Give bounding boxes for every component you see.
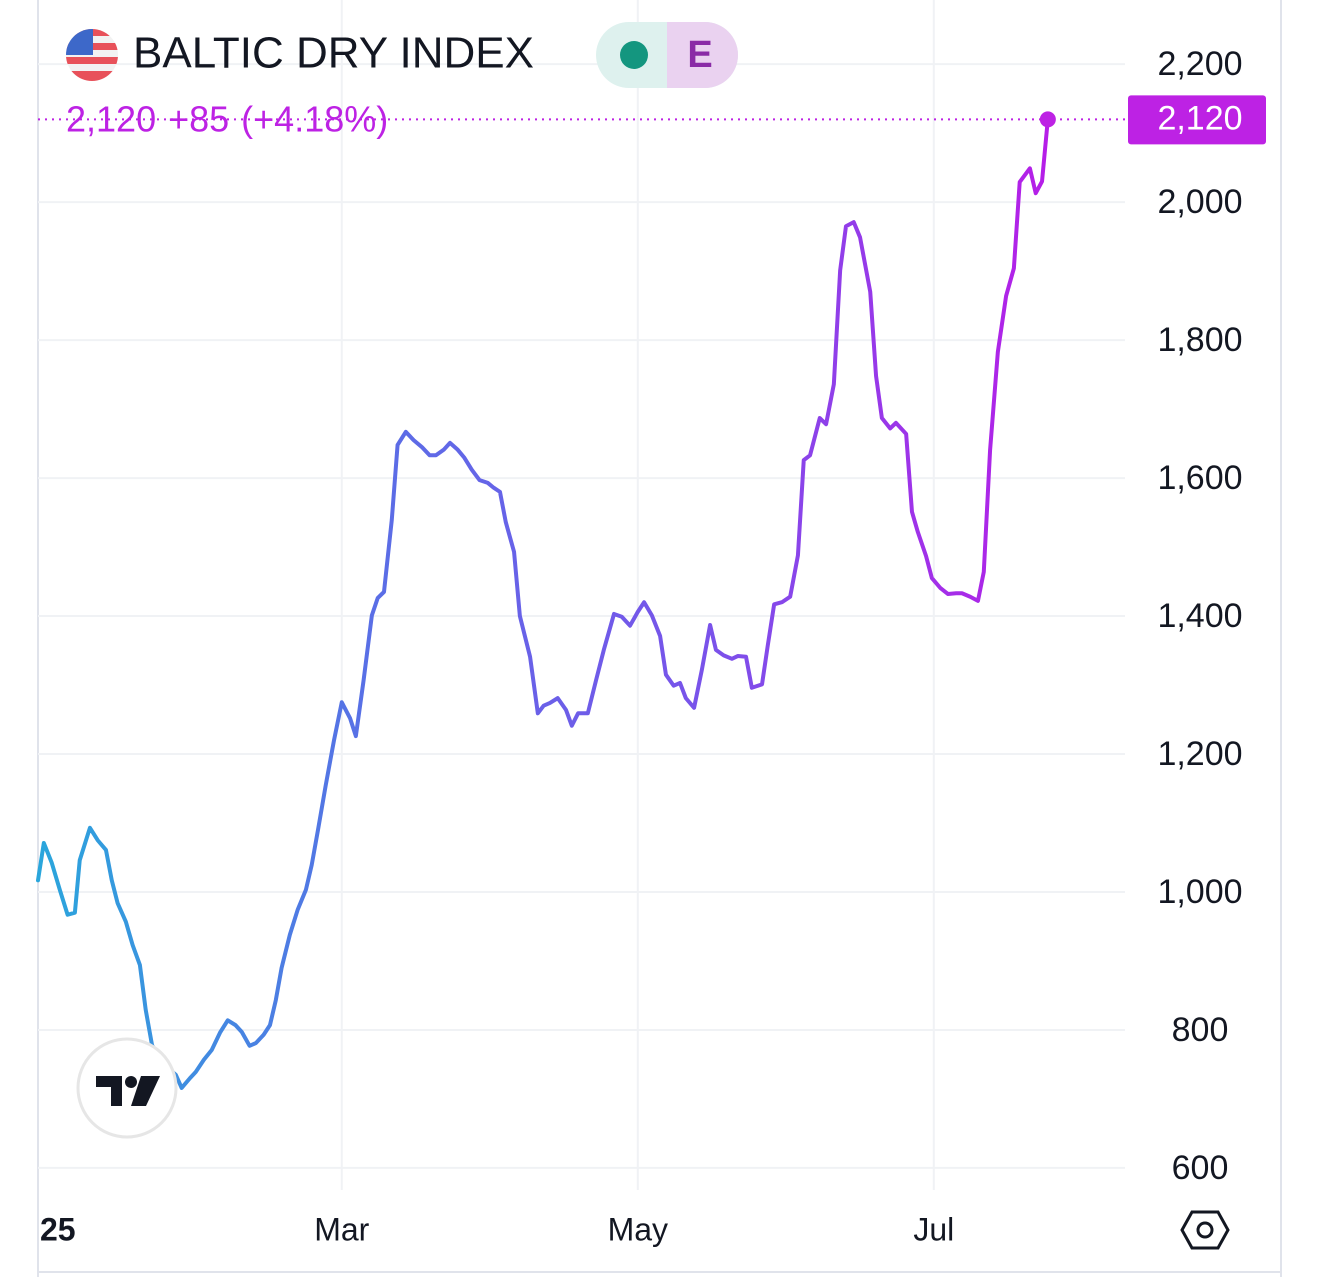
y-tick-label: 2,000 [1157, 183, 1242, 221]
price-line [36, 117, 1050, 1090]
flag-icon [66, 29, 118, 81]
settings-icon[interactable] [1180, 1210, 1230, 1250]
x-tick-label: Mar [314, 1211, 369, 1247]
status-dot [620, 41, 648, 69]
price-line-group: 2,120 2,120 +85 (+4.18%) [38, 95, 1266, 145]
y-tick-label: 1,200 [1157, 735, 1242, 773]
change-percent: (+4.18%) [241, 98, 388, 139]
y-tick-label: 600 [1172, 1149, 1229, 1187]
y-tick-label: 1,400 [1157, 597, 1242, 635]
header-price: 2,120 +85 (+4.18%) [66, 98, 388, 139]
change: +85 [168, 98, 229, 139]
tv-logo[interactable] [76, 1037, 178, 1139]
badge: E [687, 34, 712, 76]
y-tick-label: 800 [1172, 1011, 1229, 1049]
grid [38, 0, 1125, 1190]
price-tag [1128, 95, 1266, 145]
plot [36, 111, 1056, 1090]
x-tick-label: 25 [40, 1211, 76, 1247]
header: BALTIC DRY INDEX E [66, 22, 738, 88]
price-tag-label: 2,120 [1157, 99, 1242, 137]
y-tick-label: 1,800 [1157, 321, 1242, 359]
chart-title: BALTIC DRY INDEX [133, 29, 534, 78]
badge-bg [667, 22, 738, 88]
x-tick-label: May [608, 1211, 668, 1247]
y-tick-label: 1,000 [1157, 873, 1242, 911]
y-tick-label: 2,200 [1157, 45, 1242, 83]
y-tick-label: 1,600 [1157, 459, 1242, 497]
x-tick-label: Jul [913, 1211, 954, 1247]
last-price: 2,120 [66, 98, 156, 139]
